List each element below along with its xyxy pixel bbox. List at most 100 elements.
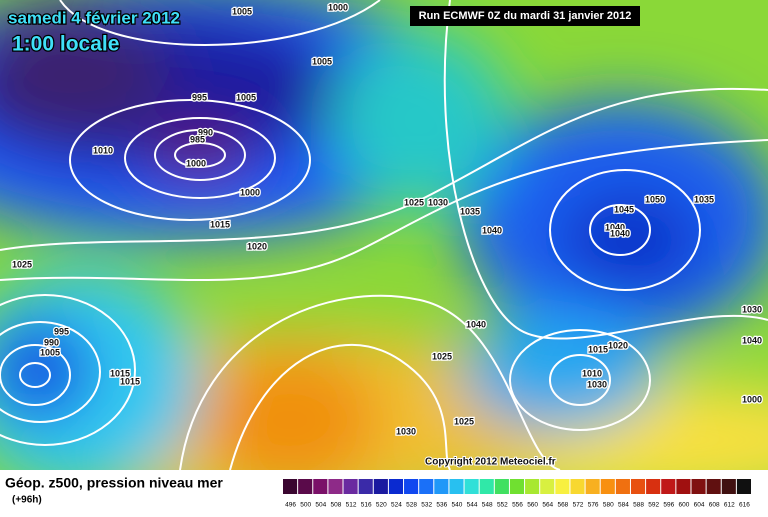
scale-swatch — [630, 479, 646, 494]
isobar-label: 990 — [198, 127, 213, 137]
scale-label: 544 — [467, 502, 478, 509]
isobar-label: 1015 — [110, 368, 130, 378]
isobar-label: 1030 — [587, 379, 607, 389]
isobar-label: 1005 — [40, 347, 60, 357]
copyright: Copyright 2012 Meteociel.fr — [425, 457, 556, 468]
scale-label: 496 — [285, 502, 296, 509]
isobar-label: 1015 — [120, 376, 140, 386]
scale-swatch — [555, 479, 570, 494]
isobar-label: 1005 — [312, 56, 332, 66]
isobar-label: 1010 — [93, 145, 113, 155]
scale-swatch — [646, 479, 661, 494]
isobar-label: 1000 — [742, 394, 762, 404]
isobar-label: 1025 — [432, 351, 452, 361]
isobar-label: 1010 — [582, 368, 602, 378]
isobar-label: 1035 — [694, 194, 714, 204]
scale-label: 540 — [452, 502, 463, 509]
date-label: samedi 4 février 2012 — [8, 8, 180, 27]
scale-swatch — [479, 479, 494, 494]
lead-time: (+96h) — [12, 495, 42, 506]
scale-label: 604 — [694, 502, 705, 509]
scale-swatch — [283, 479, 298, 494]
scale-swatch — [706, 479, 721, 494]
isobar-label: 1045 — [614, 204, 634, 214]
scale-swatch — [388, 479, 404, 494]
isobar-label: 995 — [192, 92, 207, 102]
scale-swatch — [691, 479, 706, 494]
scale-label: 528 — [406, 502, 417, 509]
run-box — [410, 6, 640, 26]
scale-label: 608 — [709, 502, 720, 509]
scale-label: 556 — [512, 502, 523, 509]
isobar-label: 1030 — [742, 304, 762, 314]
scale-label: 580 — [603, 502, 614, 509]
isobar-label: 1040 — [482, 225, 502, 235]
isobar-label: 1040 — [742, 335, 762, 345]
scale-label: 560 — [527, 502, 538, 509]
isobar-label: 985 — [190, 134, 205, 144]
scale-label: 572 — [573, 502, 584, 509]
scale-label: 548 — [482, 502, 493, 509]
isobar-label: 1030 — [396, 426, 416, 436]
scale-swatch — [676, 479, 691, 494]
time-label: 1:00 locale — [12, 33, 119, 56]
scale-swatch — [298, 479, 313, 494]
scale-swatch — [449, 479, 464, 494]
scale-label: 612 — [724, 502, 735, 509]
scale-swatch — [540, 479, 555, 494]
isobar-labels: 1005 100010051005995990985100010001010101… — [11, 1, 764, 438]
scale-swatch — [358, 479, 373, 494]
isobar-label: 1015 — [588, 344, 608, 354]
scale-swatch — [434, 479, 449, 494]
isobar-label: 1005 — [232, 6, 252, 16]
isobar-label: 1040 — [605, 222, 625, 232]
scale-label: 536 — [436, 502, 447, 509]
isobar-label: 1000 — [328, 2, 348, 12]
scale-label: 524 — [391, 502, 402, 509]
scale-label: 564 — [542, 502, 553, 509]
isobar-label: 1025 — [404, 197, 424, 207]
scale-label: 600 — [678, 502, 689, 509]
scale-label: 592 — [648, 502, 659, 509]
scale-label: 504 — [315, 502, 326, 509]
footer-title: Géop. z500, pression niveau mer — [5, 475, 223, 491]
color-scale: 496 500 504 508 512 516 520 524 528 532 536 540 544 5… — [283, 479, 751, 509]
scale-label: 568 — [557, 502, 568, 509]
isobar-label: 990 — [44, 337, 59, 347]
scale-swatch — [404, 479, 419, 494]
isobar-label: 1005 — [236, 92, 256, 102]
scale-swatch — [313, 479, 328, 494]
isobar-label: 1040 — [466, 319, 486, 329]
isobar-label: 995 — [54, 326, 69, 336]
scale-swatch — [615, 479, 630, 494]
isobar-label: 1020 — [608, 340, 628, 350]
scale-swatch — [570, 479, 585, 494]
scale-label: 516 — [361, 502, 372, 509]
scale-label: 596 — [663, 502, 674, 509]
scale-swatch — [661, 479, 676, 494]
isobar-label: 1025 — [12, 259, 32, 269]
isobar-label: 1015 — [210, 219, 230, 229]
isobar-label: 1025 — [454, 416, 474, 426]
scale-label: 576 — [588, 502, 599, 509]
scale-swatch — [373, 479, 388, 494]
scale-swatch — [343, 479, 358, 494]
scale-label: 512 — [346, 502, 357, 509]
isobar-label: 1035 — [460, 206, 480, 216]
scale-label: 584 — [618, 502, 629, 509]
isobar-label: 1000 — [240, 187, 260, 197]
scale-label: 532 — [421, 502, 432, 509]
scale-swatch — [419, 479, 434, 494]
scale-swatch — [509, 479, 525, 494]
scale-swatch — [494, 479, 509, 494]
scale-label: 588 — [633, 502, 644, 509]
scale-swatch — [464, 479, 479, 494]
isobar-label: 1020 — [247, 241, 267, 251]
scale-label: 616 — [739, 502, 750, 509]
scale-label: 508 — [331, 502, 342, 509]
scale-label: 500 — [300, 502, 311, 509]
isobar-label: 1040 — [610, 228, 630, 238]
isobar-label: 1030 — [428, 197, 448, 207]
